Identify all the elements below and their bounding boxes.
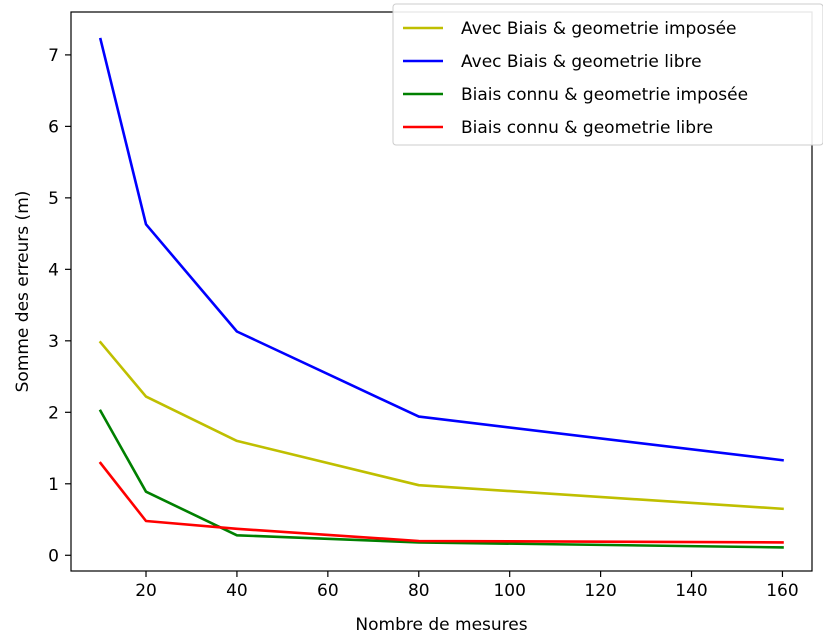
series-line-3 [98, 409, 784, 549]
x-tick-label: 140 [675, 581, 707, 601]
y-tick-label: 3 [48, 332, 59, 352]
y-axis-label: Somme des erreurs (m) [13, 191, 33, 393]
y-tick-label: 5 [48, 189, 59, 209]
series-layer [98, 37, 784, 549]
legend-label-1: Avec Biais & geometrie imposée [461, 19, 737, 39]
x-tick-label: 120 [584, 581, 616, 601]
y-tick-label: 2 [48, 403, 59, 423]
x-tick-label: 60 [317, 581, 339, 601]
x-tick-label: 100 [493, 581, 525, 601]
ticks-layer: 20 40 60 80 100 120 140 160 0 1 2 3 4 5 6 7 [48, 46, 799, 601]
series-line-4 [98, 461, 784, 544]
y-tick-label: 0 [48, 546, 59, 566]
series-line-2 [98, 37, 784, 462]
legend: Avec Biais & geometrie imposée Avec Biais… [392, 3, 823, 146]
series-line-1 [98, 340, 784, 511]
y-tick-label: 7 [48, 46, 59, 66]
legend-label-2: Avec Biais & geometrie libre [461, 52, 702, 72]
x-tick-label: 80 [408, 581, 430, 601]
x-tick-label: 20 [135, 581, 157, 601]
legend-label-4: Biais connu & geometrie libre [461, 118, 713, 138]
x-tick-label: 40 [226, 581, 248, 601]
y-tick-label: 1 [48, 475, 59, 495]
x-axis-label: Nombre de mesures [355, 615, 527, 635]
y-tick-label: 4 [48, 260, 59, 280]
y-tick-label: 6 [48, 117, 59, 137]
legend-box [392, 3, 823, 146]
x-tick-label: 160 [766, 581, 798, 601]
legend-label-3: Biais connu & geometrie imposée [461, 85, 748, 105]
